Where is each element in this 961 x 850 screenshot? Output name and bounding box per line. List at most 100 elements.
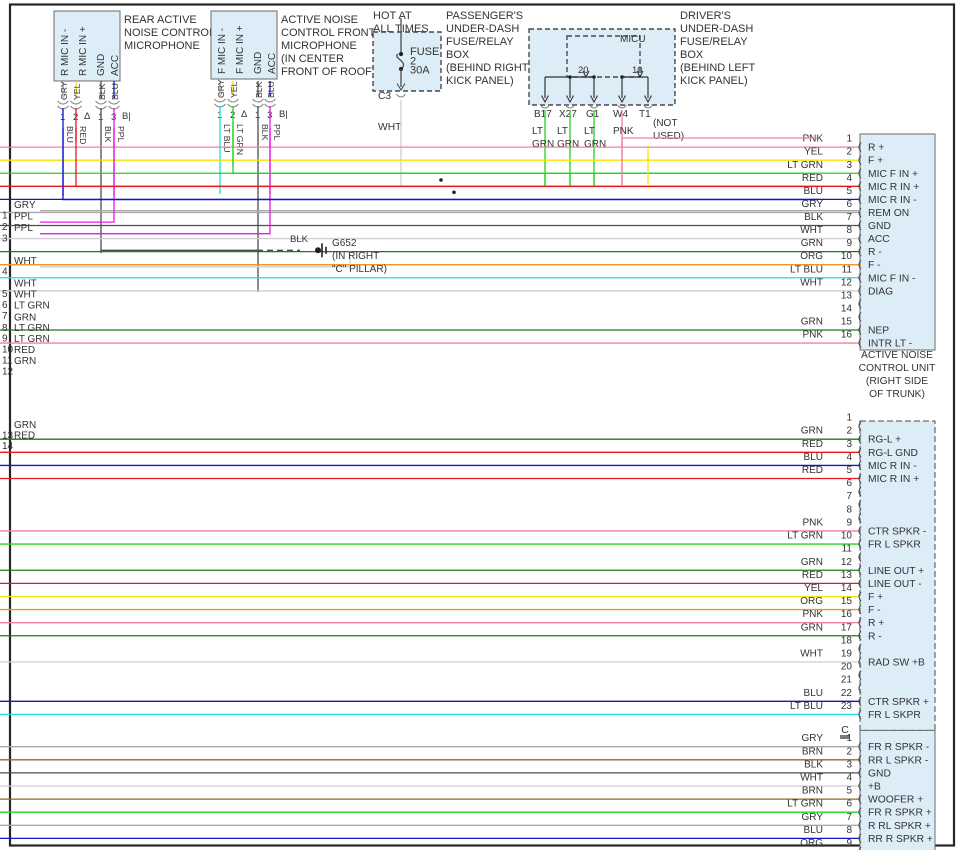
svg-text:8: 8 [846, 225, 852, 236]
svg-text:GRN: GRN [14, 356, 36, 367]
svg-text:WHT: WHT [14, 290, 37, 301]
svg-text:4: 4 [846, 773, 852, 784]
svg-text:WHT: WHT [378, 122, 402, 133]
svg-text:OF TRUNK): OF TRUNK) [869, 389, 925, 400]
svg-text:RED: RED [802, 173, 823, 184]
svg-text:WHT: WHT [14, 256, 37, 267]
svg-text:LINE OUT -: LINE OUT - [868, 579, 922, 590]
svg-text:BLK: BLK [260, 124, 270, 141]
svg-text:PNK: PNK [613, 126, 634, 137]
svg-text:9: 9 [2, 333, 8, 344]
svg-text:GRN: GRN [801, 557, 823, 568]
svg-text:ORG: ORG [800, 251, 823, 262]
svg-text:3: 3 [2, 234, 8, 245]
svg-text:MICROPHONE: MICROPHONE [124, 40, 200, 52]
svg-text:BLK: BLK [290, 234, 309, 245]
svg-text:(BEHIND LEFT: (BEHIND LEFT [680, 62, 755, 74]
svg-text:MIC R IN -: MIC R IN - [868, 461, 917, 472]
svg-text:MIC R IN -: MIC R IN - [868, 195, 917, 206]
svg-text:GRY: GRY [14, 200, 36, 211]
svg-text:10: 10 [841, 531, 853, 542]
svg-text:BOX: BOX [446, 49, 470, 61]
svg-text:FUSE/RELAY: FUSE/RELAY [446, 36, 514, 48]
svg-text:BLU: BLU [804, 186, 823, 197]
svg-text:ORG: ORG [800, 838, 823, 849]
svg-text:GRN: GRN [14, 420, 36, 431]
svg-text:(IN CENTER: (IN CENTER [281, 53, 344, 65]
svg-text:WHT: WHT [800, 225, 823, 236]
svg-text:PPL: PPL [14, 223, 33, 234]
svg-text:1: 1 [846, 733, 852, 744]
svg-text:LINE OUT +: LINE OUT + [868, 566, 924, 577]
svg-text:LT: LT [557, 126, 568, 137]
svg-text:ACC: ACC [267, 53, 278, 74]
svg-text:R -: R - [868, 631, 882, 642]
svg-text:"C" PILLAR): "C" PILLAR) [332, 264, 387, 275]
svg-text:19: 19 [841, 648, 853, 659]
svg-text:5: 5 [846, 186, 852, 197]
svg-text:RG-L GND: RG-L GND [868, 448, 918, 459]
svg-text:INTR LT -: INTR LT - [868, 339, 912, 350]
svg-text:B|: B| [279, 109, 288, 120]
svg-text:BLU: BLU [804, 452, 823, 463]
svg-text:5: 5 [846, 786, 852, 797]
svg-text:4: 4 [2, 267, 8, 278]
svg-text:11: 11 [842, 264, 853, 275]
svg-text:LT GRN: LT GRN [787, 160, 823, 171]
svg-text:RED: RED [802, 570, 823, 581]
svg-text:8: 8 [2, 323, 8, 334]
svg-text:W4: W4 [613, 109, 628, 120]
svg-text:BLK: BLK [97, 83, 107, 100]
svg-text:T1: T1 [639, 109, 651, 120]
svg-text:PNK: PNK [802, 330, 823, 341]
svg-text:GRN: GRN [801, 316, 823, 327]
svg-text:BLU: BLU [110, 83, 120, 100]
svg-text:CTR SPKR +: CTR SPKR + [868, 697, 929, 708]
svg-text:GRN: GRN [557, 139, 579, 150]
svg-text:30A: 30A [410, 65, 430, 77]
svg-text:10: 10 [632, 65, 643, 76]
svg-text:NOISE CONTROL: NOISE CONTROL [124, 27, 215, 39]
svg-text:USED): USED) [653, 131, 684, 142]
svg-text:PPL: PPL [116, 126, 126, 143]
svg-text:B17: B17 [534, 109, 552, 120]
svg-text:WHT: WHT [800, 277, 823, 288]
svg-text:BOX: BOX [680, 49, 704, 61]
svg-text:GND: GND [96, 54, 107, 76]
svg-text:18: 18 [841, 635, 853, 646]
svg-text:MICU: MICU [620, 34, 646, 45]
svg-text:LT GRN: LT GRN [235, 124, 245, 155]
svg-text:16: 16 [841, 609, 853, 620]
svg-text:GRY: GRY [59, 81, 69, 100]
svg-text:17: 17 [841, 622, 853, 633]
svg-text:KICK PANEL): KICK PANEL) [446, 75, 514, 87]
svg-text:GRN: GRN [801, 426, 823, 437]
svg-text:10: 10 [2, 345, 14, 356]
svg-text:R -: R - [868, 247, 882, 258]
svg-text:YEL: YEL [229, 81, 239, 98]
svg-text:3: 3 [846, 439, 852, 450]
svg-text:PNK: PNK [802, 609, 823, 620]
svg-text:RR L SPKR -: RR L SPKR - [868, 755, 928, 766]
svg-text:RG-L +: RG-L + [868, 435, 901, 446]
svg-text:DRIVER'S: DRIVER'S [680, 10, 731, 22]
svg-text:16: 16 [841, 330, 853, 341]
svg-text:GRN: GRN [801, 622, 823, 633]
svg-text:MIC F IN -: MIC F IN - [868, 273, 915, 284]
svg-text:14: 14 [841, 303, 853, 314]
svg-text:22: 22 [841, 688, 853, 699]
svg-text:LT GRN: LT GRN [14, 323, 50, 334]
svg-text:5: 5 [2, 289, 8, 300]
svg-text:REM ON: REM ON [868, 208, 909, 219]
svg-text:21: 21 [841, 675, 853, 686]
svg-text:11: 11 [842, 544, 853, 555]
svg-text:GRN: GRN [584, 139, 606, 150]
svg-text:MIC F IN +: MIC F IN + [868, 169, 918, 180]
svg-text:CTR SPKR -: CTR SPKR - [868, 526, 926, 537]
svg-text:BLU: BLU [65, 126, 75, 143]
svg-text:11: 11 [2, 356, 13, 367]
svg-text:GND: GND [868, 221, 891, 232]
svg-text:REAR ACTIVE: REAR ACTIVE [124, 14, 197, 26]
svg-text:LT GRN: LT GRN [787, 531, 823, 542]
svg-text:G652: G652 [332, 238, 357, 249]
